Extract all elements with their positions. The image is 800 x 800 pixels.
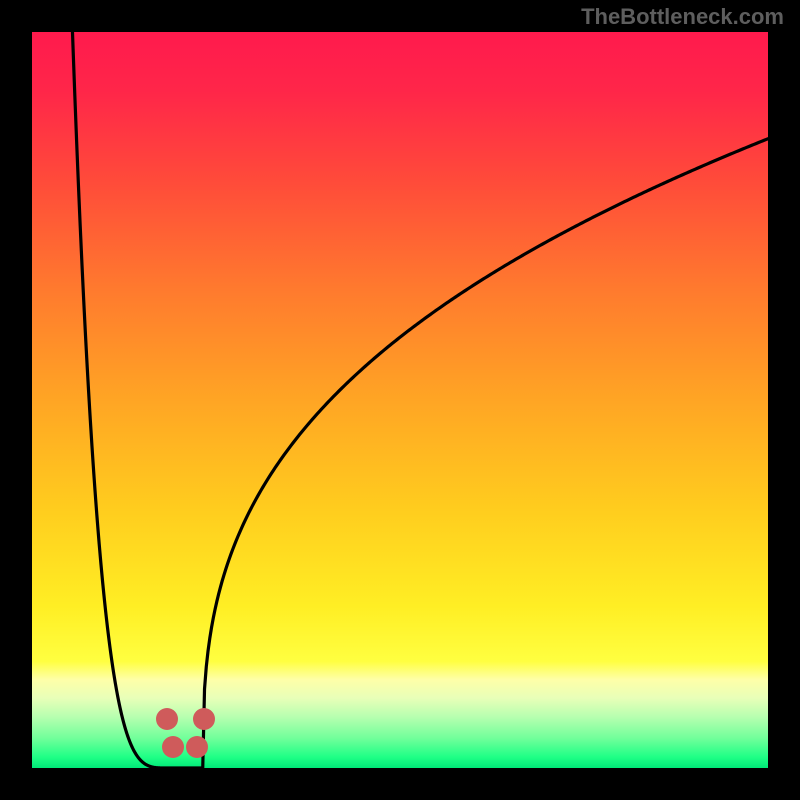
chart-container: TheBottleneck.com <box>0 0 800 800</box>
data-marker <box>162 736 184 758</box>
data-marker <box>193 708 215 730</box>
data-marker <box>156 708 178 730</box>
plot-area <box>32 32 768 768</box>
data-marker <box>186 736 208 758</box>
bottleneck-curve <box>32 32 768 768</box>
watermark-text: TheBottleneck.com <box>581 4 784 30</box>
